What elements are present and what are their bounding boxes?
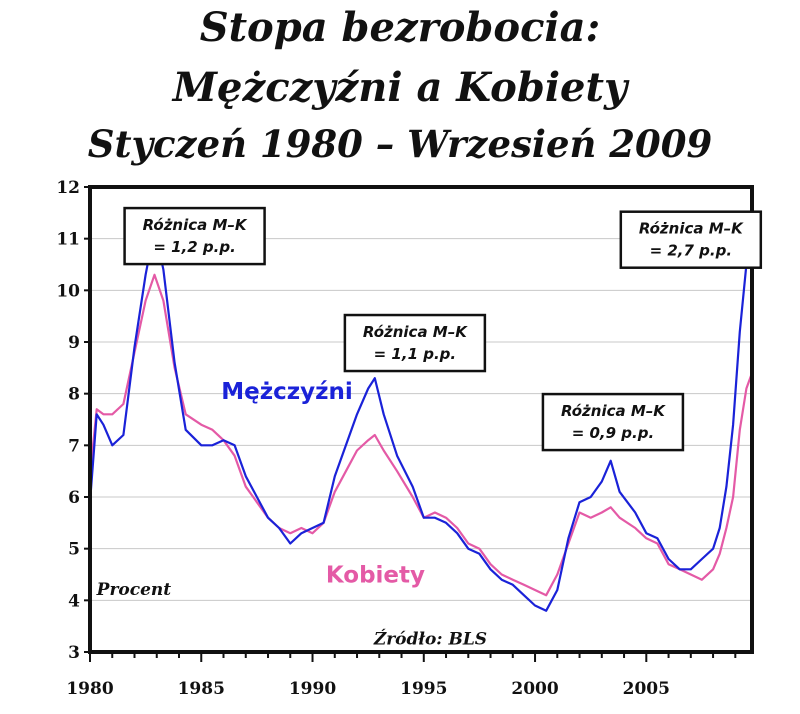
annotation-text: Różnica M–K	[639, 220, 744, 238]
annotation-box: Różnica M–K = 1,2 p.p.	[123, 206, 266, 266]
chart-title-line-2: Mężczyźni a Kobiety	[172, 64, 628, 111]
annotation-text: Różnica M–K	[561, 402, 666, 420]
annotation-frame	[343, 313, 487, 373]
annotation-box: Różnica M–K = 0,9 p.p.	[541, 392, 685, 452]
x-tick-label: 1990	[289, 679, 336, 699]
axis-ticks: 3 4 5 6 7 8 9 10 11 12 1980 1985 1990 1995 2000 2005	[56, 178, 737, 699]
y-tick-label: 3	[68, 643, 80, 663]
chart-title-line-3: Styczeń 1980 – Wrzesień 2009	[87, 122, 713, 166]
series-label-women: Kobiety	[326, 562, 425, 588]
series-lines	[88, 227, 754, 612]
annotation-text: = 2,7 p.p.	[650, 242, 732, 260]
annotation-box: Różnica M–K = 2,7 p.p.	[619, 210, 763, 269]
annotation-frame	[541, 392, 685, 452]
y-tick-label: 8	[68, 385, 80, 405]
x-tick-label: 2005	[623, 679, 670, 699]
annotations: Różnica M–K = 1,2 p.p. Różnica M–K = 1,1 p.…	[123, 206, 763, 452]
y-tick-label: 9	[68, 333, 80, 353]
series-label-men: Mężczyźni	[221, 379, 353, 405]
y-tick-label: 7	[68, 436, 80, 456]
plot-frame	[88, 185, 754, 654]
x-tick-label: 1980	[66, 679, 113, 699]
x-tick-label: 2000	[511, 679, 558, 699]
y-tick-label: 10	[56, 281, 80, 301]
annotation-text: = 1,1 p.p.	[374, 345, 456, 363]
y-tick-label: 11	[56, 230, 80, 250]
x-tick-label: 1985	[178, 679, 225, 699]
source-note: Źródło: BLS	[373, 628, 487, 649]
annotation-box: Różnica M–K = 1,1 p.p.	[343, 313, 487, 373]
y-tick-label: 5	[68, 540, 80, 560]
annotation-frame	[123, 206, 266, 266]
series-line-men	[88, 227, 754, 612]
y-tick-label: 4	[68, 591, 80, 611]
x-tick-label: 1995	[400, 679, 447, 699]
y-axis-label: Procent	[96, 580, 172, 600]
annotation-text: Różnica M–K	[143, 216, 248, 234]
annotation-frame	[619, 210, 763, 269]
y-tick-label: 12	[56, 178, 80, 198]
series-line-women	[88, 273, 754, 597]
chart-title-line-1: Stopa bezrobocia:	[199, 4, 601, 51]
y-tick-label: 6	[68, 488, 80, 508]
annotation-text: = 1,2 p.p.	[153, 238, 235, 256]
annotation-text: Różnica M–K	[363, 323, 468, 341]
annotation-text: = 0,9 p.p.	[572, 424, 654, 442]
